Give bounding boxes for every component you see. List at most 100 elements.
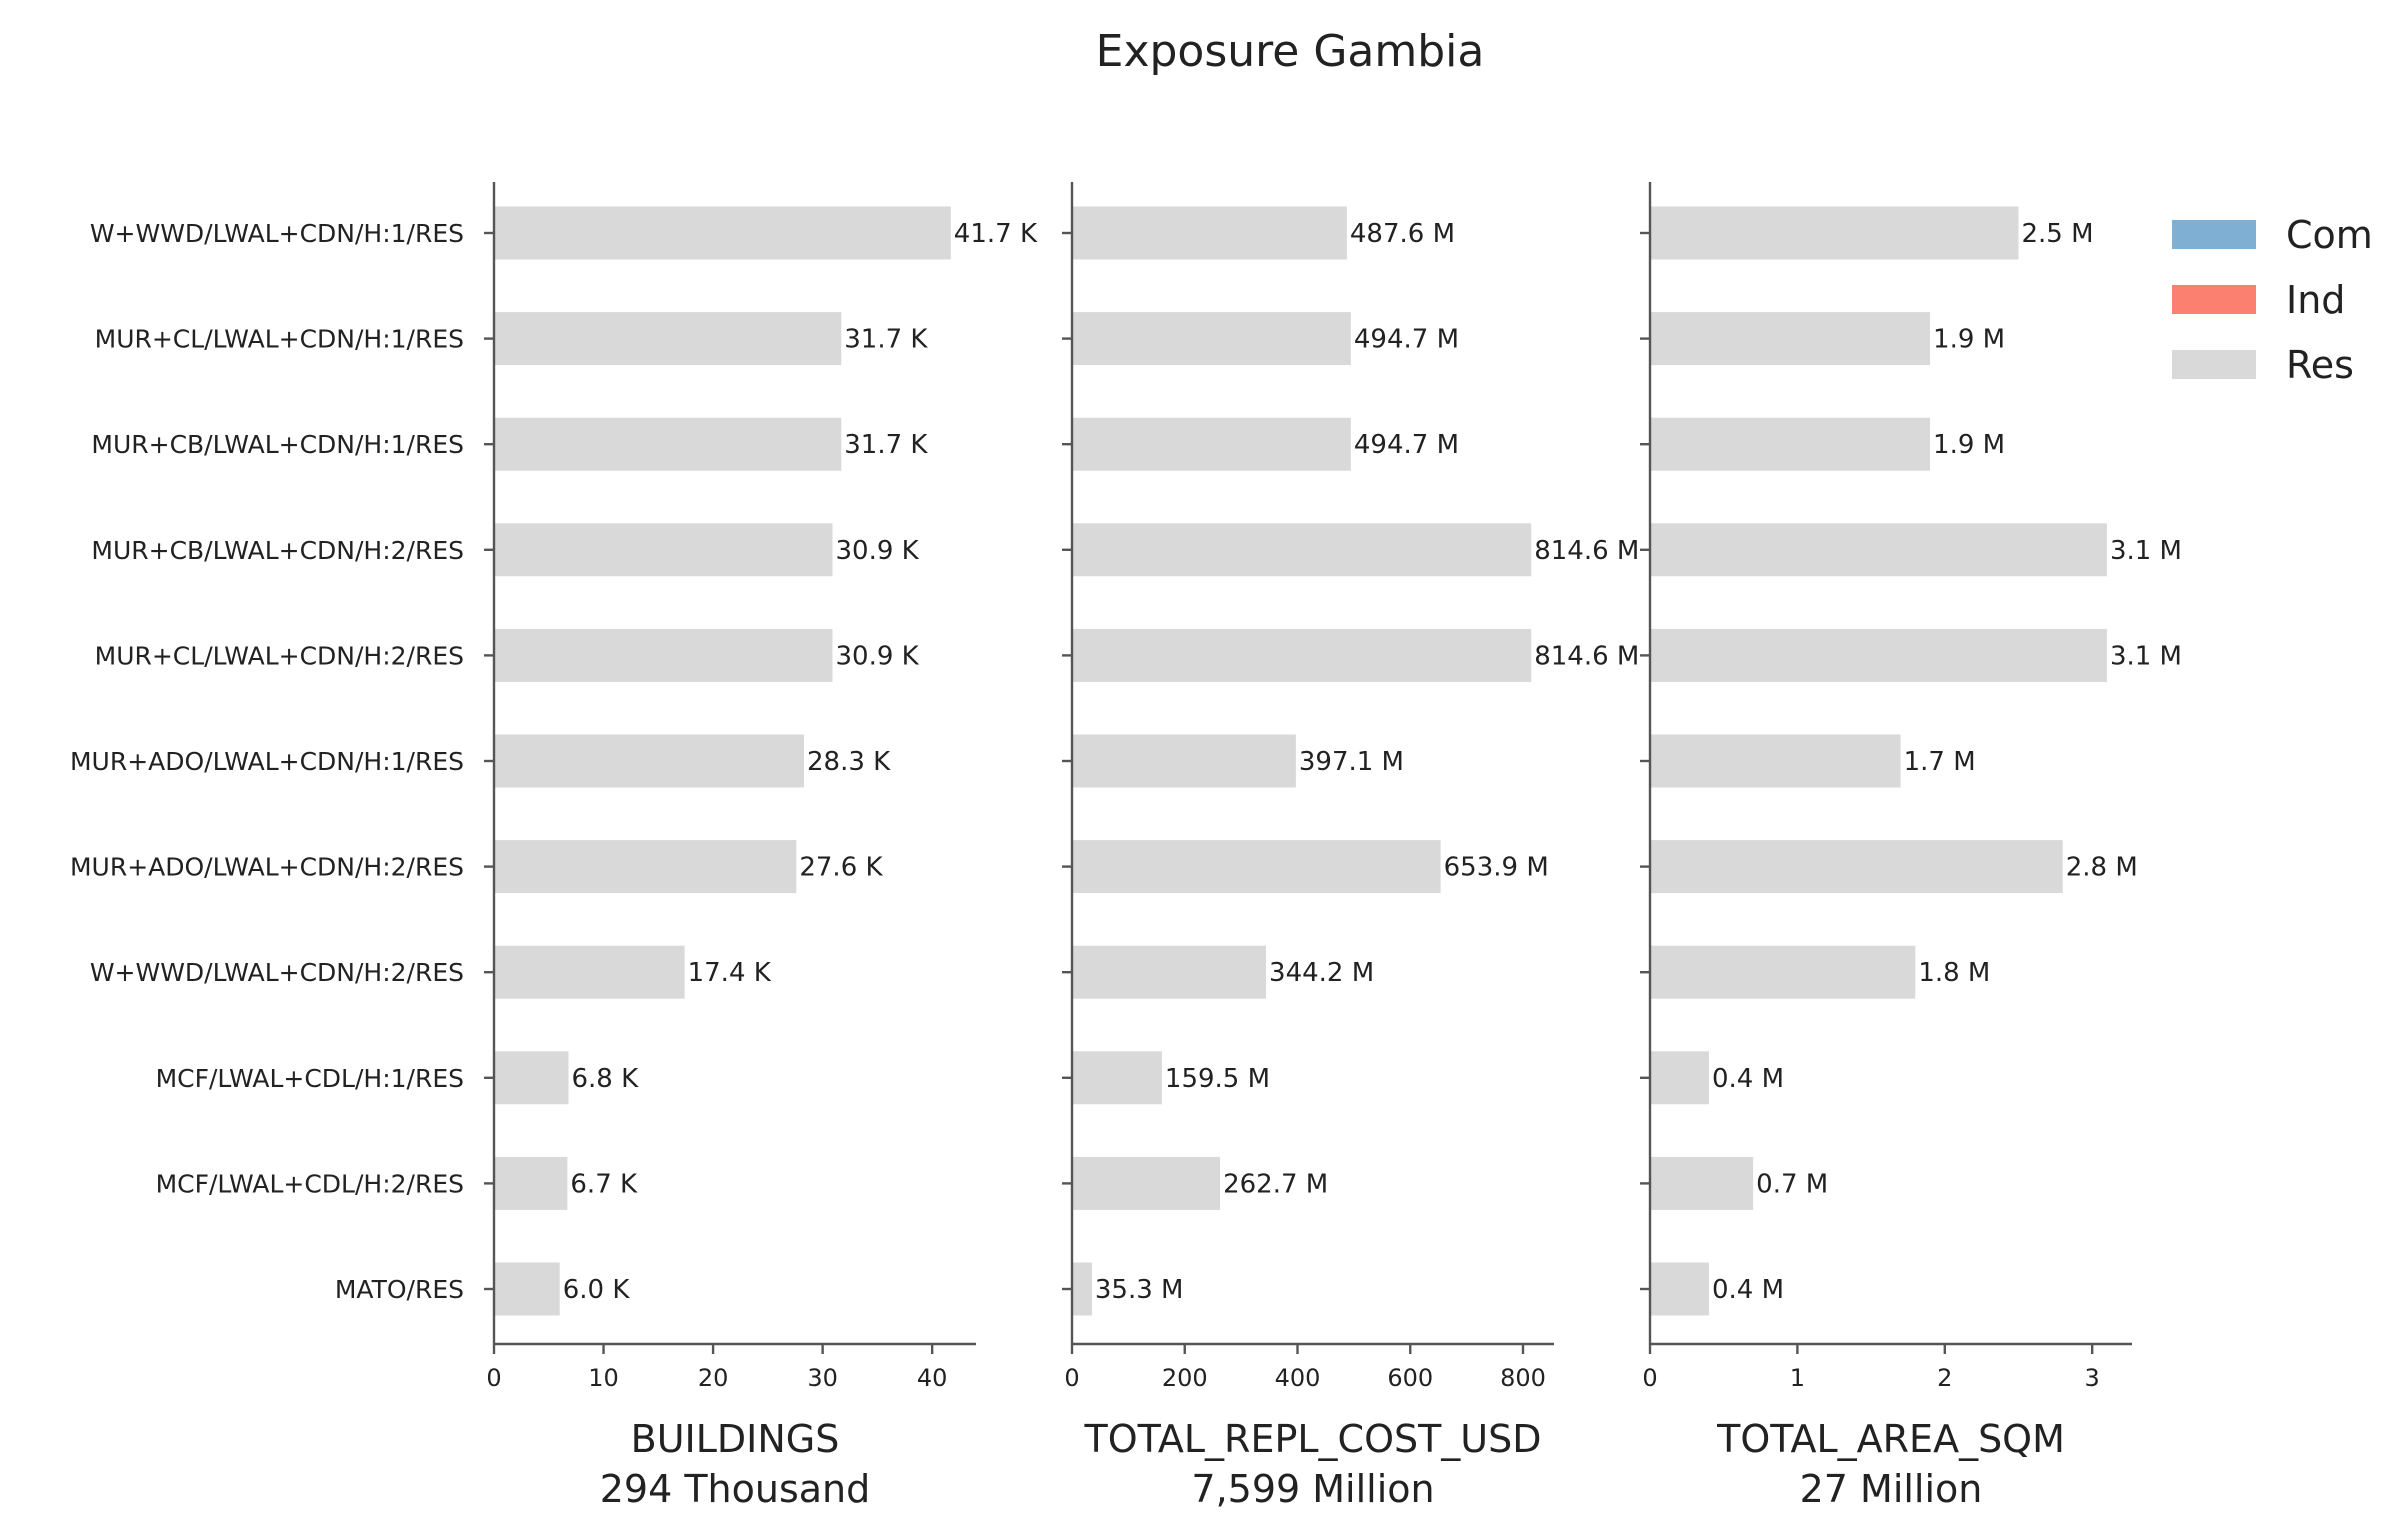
data-label: 3.1 M xyxy=(2110,641,2182,671)
chart-title: Exposure Gambia xyxy=(1096,26,1485,77)
bar xyxy=(494,840,797,894)
bar xyxy=(494,1051,569,1105)
bar xyxy=(1072,734,1296,788)
data-label: 6.7 K xyxy=(570,1169,638,1199)
panel-3: 2.5 M 1.9 M 1.9 M 3.1 M 3.1 M 1.7 M 2.8 M 1.8 M… xyxy=(1640,182,2182,1511)
data-label: 35.3 M xyxy=(1095,1275,1184,1305)
bar xyxy=(1072,523,1532,577)
bar xyxy=(1072,628,1532,682)
x-tick-label: 2 xyxy=(1937,1364,1952,1392)
data-label: 0.7 M xyxy=(1756,1169,1828,1199)
data-label: 31.7 K xyxy=(844,430,928,460)
bar xyxy=(1650,523,2107,577)
x-tick-label: 0 xyxy=(1064,1364,1079,1392)
x-tick-label: 10 xyxy=(588,1364,619,1392)
legend-label-res: Res xyxy=(2286,343,2354,387)
legend-swatch-ind xyxy=(2172,285,2256,314)
category-label: MUR+CB/LWAL+CDN/H:2/RES xyxy=(91,536,464,565)
data-label: 0.4 M xyxy=(1712,1275,1784,1305)
category-label: W+WWD/LWAL+CDN/H:2/RES xyxy=(90,958,464,987)
data-label: 1.9 M xyxy=(1933,325,2005,355)
legend-swatch-com xyxy=(2172,220,2256,249)
data-label: 2.8 M xyxy=(2066,853,2138,883)
x-tick-label: 30 xyxy=(807,1364,838,1392)
x-axis-label: TOTAL_REPL_COST_USD xyxy=(1083,1417,1541,1461)
x-axis-label: BUILDINGS xyxy=(631,1417,840,1461)
data-label: 1.8 M xyxy=(1918,958,1990,988)
bar xyxy=(1650,734,1901,788)
bar xyxy=(1650,206,2019,260)
bar xyxy=(1650,1156,1754,1210)
data-label: 262.7 M xyxy=(1223,1169,1328,1199)
data-label: 487.6 M xyxy=(1350,219,1455,249)
bar xyxy=(494,206,951,260)
data-label: 814.6 M xyxy=(1534,641,1639,671)
category-label: W+WWD/LWAL+CDN/H:1/RES xyxy=(90,219,464,248)
bar xyxy=(1650,840,2063,894)
chart-panels: 41.7 K 31.7 K 31.7 K 30.9 K 30.9 K 28.3 K 27.6… xyxy=(70,182,2182,1511)
x-tick-label: 800 xyxy=(1500,1364,1546,1392)
bar xyxy=(1072,312,1351,366)
legend-label-ind: Ind xyxy=(2286,278,2345,322)
x-tick-label: 1 xyxy=(1790,1364,1805,1392)
bar xyxy=(1072,945,1267,999)
data-label: 494.7 M xyxy=(1354,430,1459,460)
bar xyxy=(1650,1262,1709,1316)
data-label: 814.6 M xyxy=(1534,536,1639,566)
data-label: 159.5 M xyxy=(1165,1064,1270,1094)
data-label: 41.7 K xyxy=(954,219,1038,249)
category-label: MUR+CB/LWAL+CDN/H:1/RES xyxy=(91,430,464,459)
panel-total-label: 27 Million xyxy=(1800,1467,1983,1511)
x-tick-label: 0 xyxy=(1642,1364,1657,1392)
bar xyxy=(1072,417,1351,471)
panel-total-label: 294 Thousand xyxy=(600,1467,871,1511)
data-label: 494.7 M xyxy=(1354,325,1459,355)
x-tick-label: 600 xyxy=(1387,1364,1433,1392)
panel-1: 41.7 K 31.7 K 31.7 K 30.9 K 30.9 K 28.3 K 27.6… xyxy=(70,182,1038,1511)
data-label: 30.9 K xyxy=(835,641,919,671)
bar xyxy=(1072,1051,1162,1105)
legend-label-com: Com xyxy=(2286,213,2373,257)
category-label: MUR+CL/LWAL+CDN/H:2/RES xyxy=(95,641,464,670)
bar xyxy=(1072,1156,1221,1210)
data-label: 0.4 M xyxy=(1712,1064,1784,1094)
category-label: MCF/LWAL+CDL/H:2/RES xyxy=(156,1169,464,1198)
x-tick-label: 40 xyxy=(917,1364,948,1392)
bar xyxy=(1072,206,1347,260)
x-axis-label: TOTAL_AREA_SQM xyxy=(1716,1417,2065,1461)
category-label: MUR+ADO/LWAL+CDN/H:2/RES xyxy=(70,853,464,882)
bar xyxy=(1650,628,2107,682)
bar xyxy=(1650,417,1931,471)
x-tick-label: 400 xyxy=(1275,1364,1321,1392)
category-label: MUR+CL/LWAL+CDN/H:1/RES xyxy=(95,325,464,354)
x-tick-label: 0 xyxy=(486,1364,501,1392)
data-label: 17.4 K xyxy=(688,958,772,988)
bar xyxy=(1650,1051,1709,1105)
bar xyxy=(494,628,833,682)
legend: Com Ind Res xyxy=(2172,213,2373,387)
data-label: 653.9 M xyxy=(1444,853,1549,883)
bar xyxy=(1650,945,1916,999)
data-label: 30.9 K xyxy=(835,536,919,566)
bar xyxy=(494,1262,560,1316)
data-label: 1.7 M xyxy=(1904,747,1976,777)
data-label: 28.3 K xyxy=(807,747,891,777)
data-label: 27.6 K xyxy=(799,853,883,883)
bar xyxy=(494,417,842,471)
bar xyxy=(494,734,805,788)
bar xyxy=(1072,840,1441,894)
category-label: MUR+ADO/LWAL+CDN/H:1/RES xyxy=(70,747,464,776)
legend-swatch-res xyxy=(2172,350,2256,379)
data-label: 6.8 K xyxy=(571,1064,639,1094)
category-label: MATO/RES xyxy=(335,1275,464,1304)
data-label: 3.1 M xyxy=(2110,536,2182,566)
x-tick-label: 3 xyxy=(2085,1364,2100,1392)
bar xyxy=(1650,312,1931,366)
bar xyxy=(494,945,685,999)
data-label: 1.9 M xyxy=(1933,430,2005,460)
category-label: MCF/LWAL+CDL/H:1/RES xyxy=(156,1064,464,1093)
bar xyxy=(494,523,833,577)
bar xyxy=(494,312,842,366)
bar xyxy=(1072,1262,1092,1316)
